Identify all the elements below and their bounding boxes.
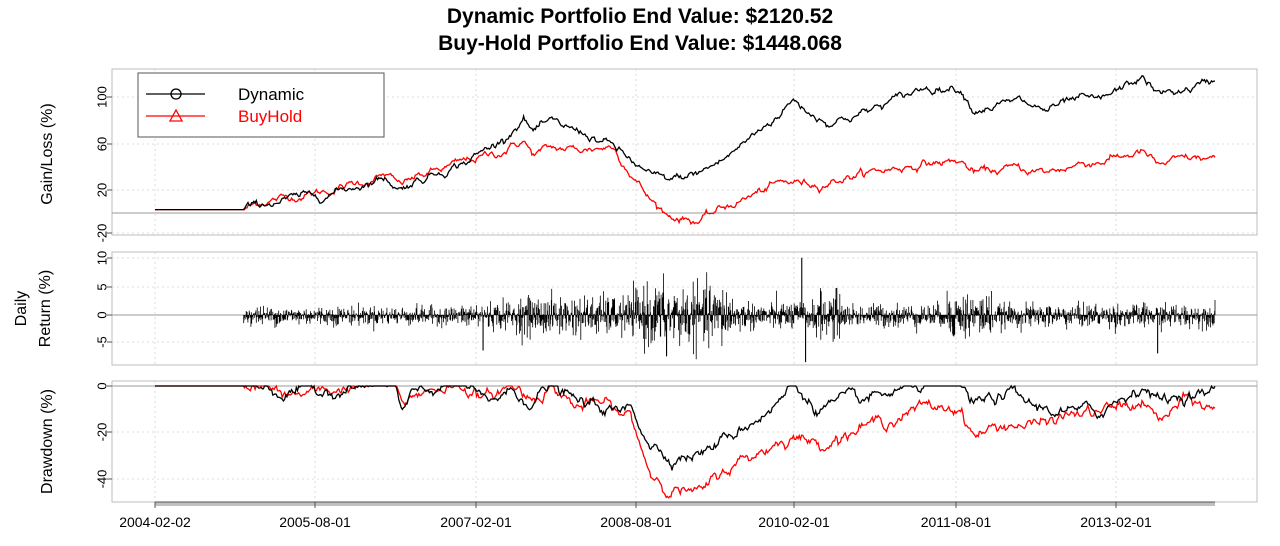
legend-dynamic-label: Dynamic (238, 85, 305, 104)
gain-panel-frame (111, 68, 1258, 236)
x-tick-label: 2007-02-01 (440, 514, 512, 530)
gain-ytick-label: 100 (95, 86, 110, 108)
legend-box (137, 72, 385, 138)
legend-dynamic-marker (170, 88, 182, 100)
dd-ytick-label: -40 (95, 470, 110, 489)
daily-panel-frame (111, 251, 1258, 366)
drawdown-series-dynamic-line (155, 384, 1216, 471)
gain-ytick-label: 60 (95, 137, 110, 151)
daily-ytick-label: -5 (95, 336, 110, 348)
gain-ytick-label: 20 (95, 183, 110, 197)
legend-buyhold-marker (168, 108, 184, 122)
daily-ytick-label: 0 (95, 311, 110, 318)
daily-ylabel-line-1: Daily (13, 291, 30, 327)
x-tick-label: 2011-08-01 (921, 514, 992, 530)
daily-return-bars (243, 272, 1216, 360)
chart-title-line-2: Buy-Hold Portfolio End Value: $1448.068 (438, 32, 842, 55)
x-axis-band (155, 502, 1215, 506)
gain-series-buyhold-line (155, 140, 1216, 226)
drawdown-series-buyhold-line (155, 384, 1216, 499)
daily-ytick-label: 5 (95, 283, 110, 290)
legend-buyhold-label: BuyHold (238, 107, 302, 126)
dd-panel-frame (111, 380, 1258, 503)
gain-ytick-label: -20 (95, 224, 110, 243)
dd-ytick-label: -20 (95, 423, 110, 442)
gain-ylabel: Gain/Loss (%) (39, 103, 56, 204)
daily-ylabel-line-2: Return (%) (37, 270, 54, 347)
x-tick-label: 2004-02-02 (119, 514, 191, 530)
daily-ytick-label: 10 (95, 251, 110, 265)
chart-title-line-1: Dynamic Portfolio End Value: $2120.52 (446, 5, 834, 28)
x-tick-label: 2010-02-01 (758, 514, 830, 530)
gain-series-dynamic-line (155, 75, 1215, 211)
dd-ytick-label: 0 (95, 382, 110, 389)
x-tick-label: 2005-08-01 (279, 514, 351, 530)
drawdown-ylabel: Drawdown (%) (39, 389, 56, 494)
x-tick-label: 2008-08-01 (600, 514, 672, 530)
x-tick-label: 2013-02-01 (1080, 514, 1152, 530)
